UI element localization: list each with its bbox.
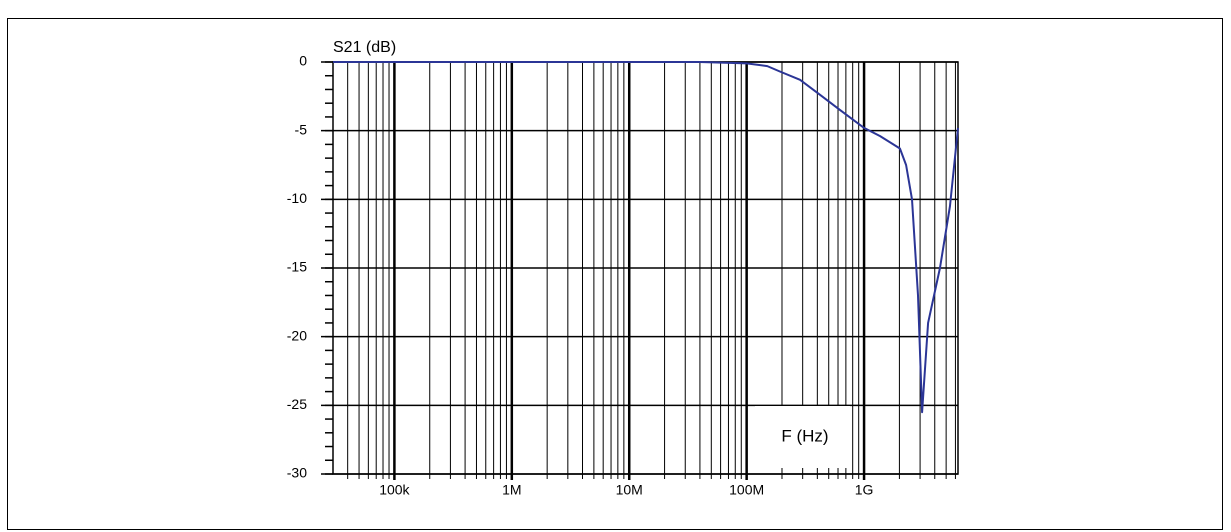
data-line (333, 61, 959, 414)
x-label-box (755, 406, 850, 468)
x-axis-label: F (Hz) (781, 426, 828, 445)
x-tick-label: 1G (855, 482, 874, 498)
x-tick-label: 100M (729, 482, 764, 498)
y-tick-label: -25 (287, 396, 307, 412)
frame (7, 18, 1223, 530)
y-tick-label: -10 (287, 190, 307, 206)
x-tick-label: 100k (379, 482, 410, 498)
y-tick-label: -5 (295, 121, 308, 137)
y-tick-label: -15 (287, 259, 307, 275)
y-tick-label: 0 (299, 53, 307, 69)
y-tick-label: -30 (287, 465, 307, 481)
x-tick-label: 10M (616, 482, 643, 498)
y-tick-label: -20 (287, 327, 307, 343)
x-tick-label: 1M (502, 482, 521, 498)
y-axis-label: S21 (dB) (333, 39, 396, 56)
